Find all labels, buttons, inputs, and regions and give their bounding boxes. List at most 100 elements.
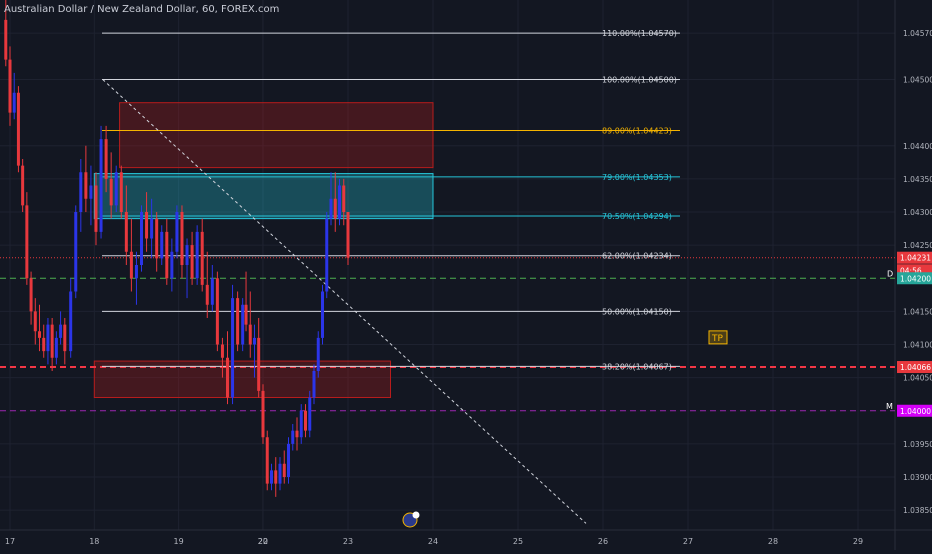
tp-marker-label: TP <box>711 334 723 344</box>
x-tick-label: 28 <box>768 537 778 546</box>
candle-body <box>165 231 169 279</box>
x-tick-label: 26 <box>598 537 608 546</box>
candle-body <box>84 172 88 199</box>
candle-body <box>308 397 312 431</box>
x-tick-label: 29 <box>853 537 863 546</box>
candle-body <box>54 337 58 358</box>
current-price-tag-text: 1.04231 <box>900 254 931 263</box>
candle-body <box>109 178 113 206</box>
y-tick-label: 1.04400 <box>903 142 932 151</box>
fib-label: 110.00%(1.04570) <box>602 29 677 38</box>
candle-body <box>295 430 299 438</box>
candle-body <box>316 337 320 371</box>
candle-body <box>346 212 350 258</box>
x-tick-label: 22 <box>258 537 268 546</box>
candle-body <box>29 278 33 312</box>
candle-body <box>59 324 63 338</box>
daily-price-tag-text: 1.04200 <box>900 274 931 283</box>
candle-body <box>236 298 240 345</box>
candle-body <box>16 92 20 166</box>
candle-body <box>50 324 54 358</box>
candle-body <box>270 470 273 484</box>
candle-body <box>215 278 219 345</box>
candle-body <box>225 357 229 398</box>
candle-body <box>248 324 252 345</box>
upper-supply-zone <box>119 102 434 169</box>
y-tick-label: 1.04250 <box>903 241 932 250</box>
candle-body <box>265 437 269 484</box>
y-tick-label: 1.04500 <box>903 76 932 85</box>
x-tick-label: 19 <box>174 537 184 546</box>
candle-body <box>274 470 278 484</box>
candle-body <box>155 218 159 259</box>
daily-price-tag <box>897 272 932 285</box>
candle-body <box>185 245 189 265</box>
x-tick-label: 18 <box>89 537 99 546</box>
candle-body <box>252 337 256 345</box>
candle-body <box>278 463 282 484</box>
candle-body <box>321 291 324 338</box>
candle-body <box>74 212 78 292</box>
candle-body <box>190 245 194 279</box>
y-tick-label: 1.04300 <box>903 208 932 217</box>
candle-body <box>119 172 123 212</box>
monthly-price-tag-text: 1.04000 <box>900 407 931 416</box>
candle-body <box>33 311 37 332</box>
candle-body <box>329 198 333 219</box>
candle-body <box>63 324 67 352</box>
candle-body <box>42 337 46 352</box>
candle-body <box>170 251 174 279</box>
candle-body <box>282 463 286 477</box>
candle-body <box>257 337 261 391</box>
tp-marker-box <box>708 330 728 345</box>
fib-label: 62.00%(1.04234) <box>602 252 672 261</box>
candle-body <box>231 298 235 398</box>
candle-body <box>342 185 346 212</box>
tp-price-tag <box>897 361 932 374</box>
y-tick-label: 1.04100 <box>903 341 932 350</box>
y-tick-label: 1.04570 <box>903 29 932 38</box>
x-tick-label: 25 <box>513 537 523 546</box>
fib-label: 70.50%(1.04294) <box>602 212 672 221</box>
candle-body <box>244 304 248 325</box>
candle-body <box>210 278 214 305</box>
candle-body <box>160 231 164 259</box>
candle-body <box>140 212 144 265</box>
x-tick-label: 17 <box>5 537 15 546</box>
candle-body <box>114 172 118 206</box>
fib-label: 89.00%(1.04423) <box>602 127 672 136</box>
current-price-tag <box>897 251 932 264</box>
fib-label: 38.20%(1.04067) <box>602 362 672 371</box>
y-tick-label: 1.03850 <box>903 506 932 515</box>
candle-body <box>89 185 93 199</box>
fib-label: 100.00%(1.04500) <box>602 76 677 85</box>
y-tick-label: 1.04050 <box>903 374 932 383</box>
candle-body <box>175 212 179 252</box>
monthly-price-tag <box>897 404 932 417</box>
candle-body <box>104 139 108 179</box>
candle-body <box>25 205 29 279</box>
candle-body <box>205 284 209 305</box>
candle-body <box>195 231 199 279</box>
event-count-icon <box>412 511 420 519</box>
fib-label: 79.00%(1.04353) <box>602 173 672 182</box>
candle-body <box>8 59 12 113</box>
candle-body <box>69 291 73 352</box>
candle-body <box>291 430 295 444</box>
fib-golden-zone <box>93 173 434 220</box>
diagonal-trend-line <box>102 79 587 524</box>
x-tick-label: 24 <box>428 537 438 546</box>
tp-price-tag-text: 1.04066 <box>900 363 931 372</box>
candle-body <box>145 212 149 239</box>
candle-body <box>333 198 337 219</box>
y-tick-label: 1.04350 <box>903 175 932 184</box>
candle-body <box>150 218 154 239</box>
y-tick-label: 1.03950 <box>903 440 932 449</box>
candle-body <box>200 231 204 285</box>
y-tick-label: 1.03900 <box>903 473 932 482</box>
candle-body <box>299 410 303 438</box>
candle-body <box>304 410 307 431</box>
candle-body <box>180 212 184 265</box>
